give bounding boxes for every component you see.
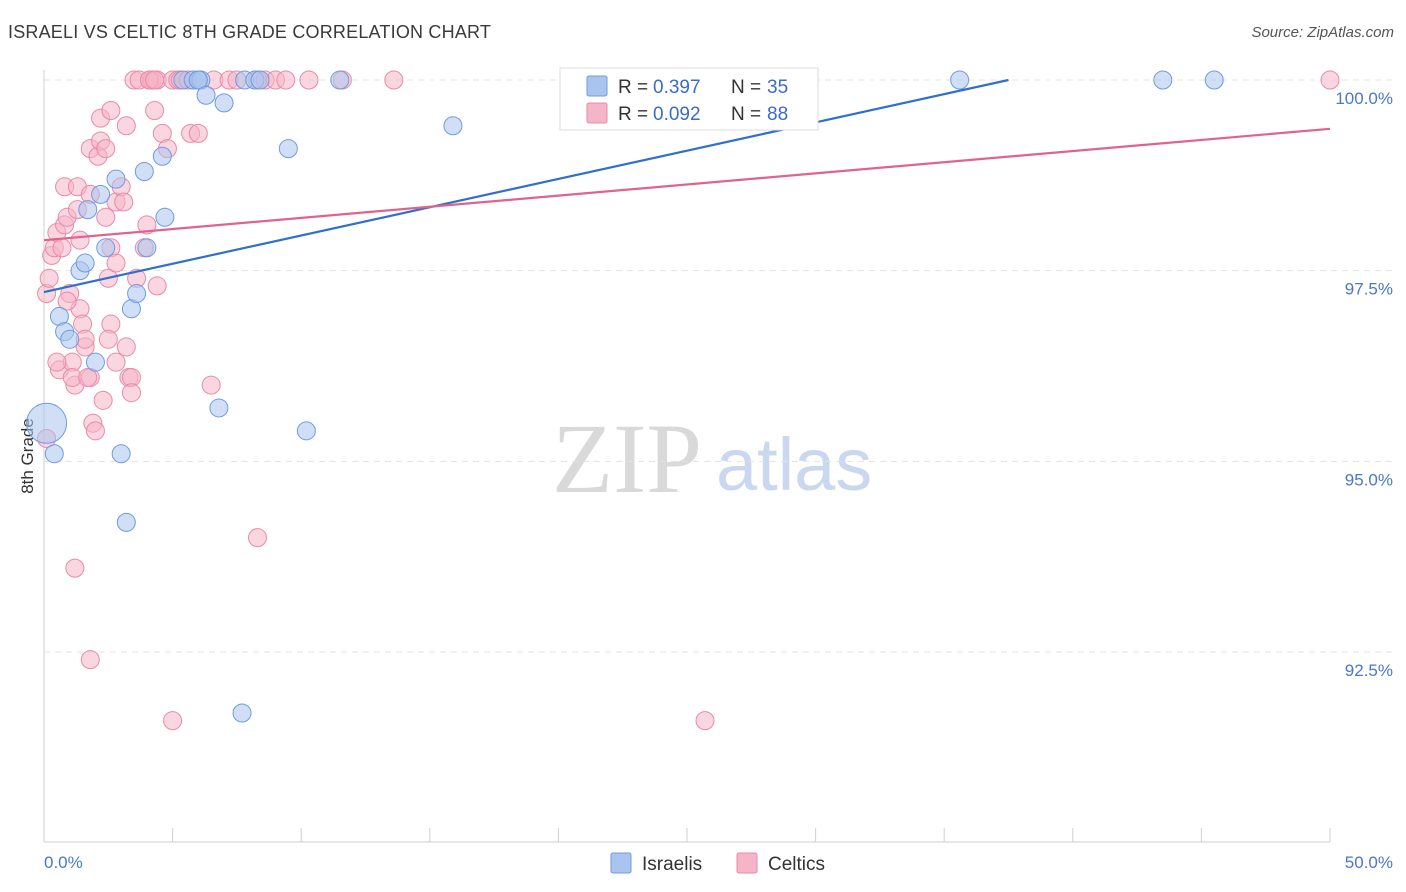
chart-source: Source: ZipAtlas.com	[1251, 24, 1394, 41]
x-axis-ticks	[43, 828, 1331, 842]
celtics-point	[96, 207, 116, 227]
israelis-point	[137, 238, 157, 258]
israelis-point	[111, 444, 131, 464]
israelis-point	[443, 116, 463, 136]
celtics-point	[52, 238, 72, 258]
celtics-point	[65, 558, 85, 578]
celtics-point	[163, 711, 183, 731]
series-israelis-points	[26, 70, 1224, 723]
legend-n-label-celtics: N =	[731, 104, 761, 125]
israelis-point	[330, 70, 350, 90]
celtics-point	[114, 192, 134, 212]
celtics-point	[70, 230, 90, 250]
series-legend-swatch-israelis	[610, 852, 632, 874]
chart-title: ISRAELI VS CELTIC 8TH GRADE CORRELATION …	[8, 22, 492, 42]
celtics-point	[106, 253, 126, 273]
series-celtics-points	[37, 70, 1340, 731]
legend-r-value-israelis: 0.397	[653, 77, 701, 98]
israelis-point	[950, 70, 970, 90]
celtics-point	[1320, 70, 1340, 90]
celtics-point	[116, 116, 136, 136]
y-tick-label: 92.5%	[1345, 661, 1393, 680]
x-tick-label-min: 0.0%	[44, 853, 83, 872]
israelis-point	[26, 402, 68, 444]
israelis-point	[188, 70, 208, 90]
israelis-point	[278, 139, 298, 159]
israelis-point	[60, 329, 80, 349]
celtics-point	[384, 70, 404, 90]
y-tick-labels: 100.0% 97.5% 95.0% 92.5%	[1335, 89, 1393, 680]
x-tick-label-max: 50.0%	[1345, 853, 1393, 872]
legend-n-value-celtics: 88	[767, 104, 788, 125]
israelis-point	[296, 421, 316, 441]
israelis-point	[96, 238, 116, 258]
legend-n-value-israelis: 35	[767, 77, 788, 98]
israelis-point	[152, 146, 172, 166]
legend-r-label-israelis: R =	[618, 77, 648, 98]
celtics-point	[39, 268, 59, 288]
israelis-point	[250, 70, 270, 90]
israelis-point	[44, 444, 64, 464]
trend-lines	[43, 78, 1331, 294]
israelis-point	[91, 184, 111, 204]
israelis-point	[116, 512, 136, 532]
israelis-trend-line	[43, 78, 1009, 294]
celtics-point	[276, 70, 296, 90]
israelis-point	[134, 162, 154, 182]
series-legend-label-celtics: Celtics	[768, 854, 825, 875]
legend-r-label-celtics: R =	[618, 104, 648, 125]
celtics-point	[299, 70, 319, 90]
celtics-point	[695, 711, 715, 731]
israelis-point	[85, 352, 105, 372]
celtics-point	[145, 101, 165, 121]
stats-legend: R = 0.397 N = 35 R = 0.092 N = 88	[559, 67, 819, 131]
celtics-point	[47, 352, 67, 372]
israelis-point	[78, 200, 98, 220]
y-tick-label: 100.0%	[1335, 89, 1393, 108]
series-legend-label-israelis: Israelis	[642, 854, 702, 875]
israelis-point	[75, 253, 95, 273]
legend-r-value-celtics: 0.092	[653, 104, 701, 125]
legend-swatch-celtics	[586, 102, 608, 124]
celtics-point	[98, 329, 118, 349]
israelis-point	[1204, 70, 1224, 90]
celtics-point	[106, 352, 126, 372]
celtics-point	[188, 123, 208, 143]
celtics-point	[116, 337, 136, 357]
israelis-point	[1153, 70, 1173, 90]
watermark: ZIP atlas	[552, 403, 872, 514]
israelis-point	[127, 284, 147, 304]
celtics-point	[57, 291, 77, 311]
israelis-point	[214, 93, 234, 113]
legend-swatch-israelis	[586, 75, 608, 97]
celtics-point	[93, 390, 113, 410]
celtics-point	[137, 215, 157, 235]
series-legend-swatch-celtics	[736, 852, 758, 874]
gridlines	[44, 79, 1392, 653]
celtics-point	[101, 101, 121, 121]
watermark-zip: ZIP	[552, 403, 702, 514]
celtics-point	[121, 383, 141, 403]
celtics-point	[78, 367, 98, 387]
israelis-point	[232, 703, 252, 723]
watermark-atlas: atlas	[716, 423, 872, 506]
israelis-point	[155, 207, 175, 227]
legend-n-label-israelis: N =	[731, 77, 761, 98]
celtics-point	[201, 375, 221, 395]
celtics-point	[247, 528, 267, 548]
celtics-point	[80, 650, 100, 670]
series-legend: Israelis Celtics	[610, 852, 825, 875]
israelis-point	[209, 398, 229, 418]
celtics-point	[96, 139, 116, 159]
israelis-point	[196, 85, 216, 105]
israelis-point	[106, 169, 126, 189]
celtics-point	[147, 276, 167, 296]
celtics-point	[85, 421, 105, 441]
y-tick-label: 95.0%	[1345, 470, 1393, 489]
celtics-trend-line	[43, 127, 1331, 242]
celtics-point	[145, 70, 165, 90]
y-tick-label: 97.5%	[1345, 280, 1393, 299]
